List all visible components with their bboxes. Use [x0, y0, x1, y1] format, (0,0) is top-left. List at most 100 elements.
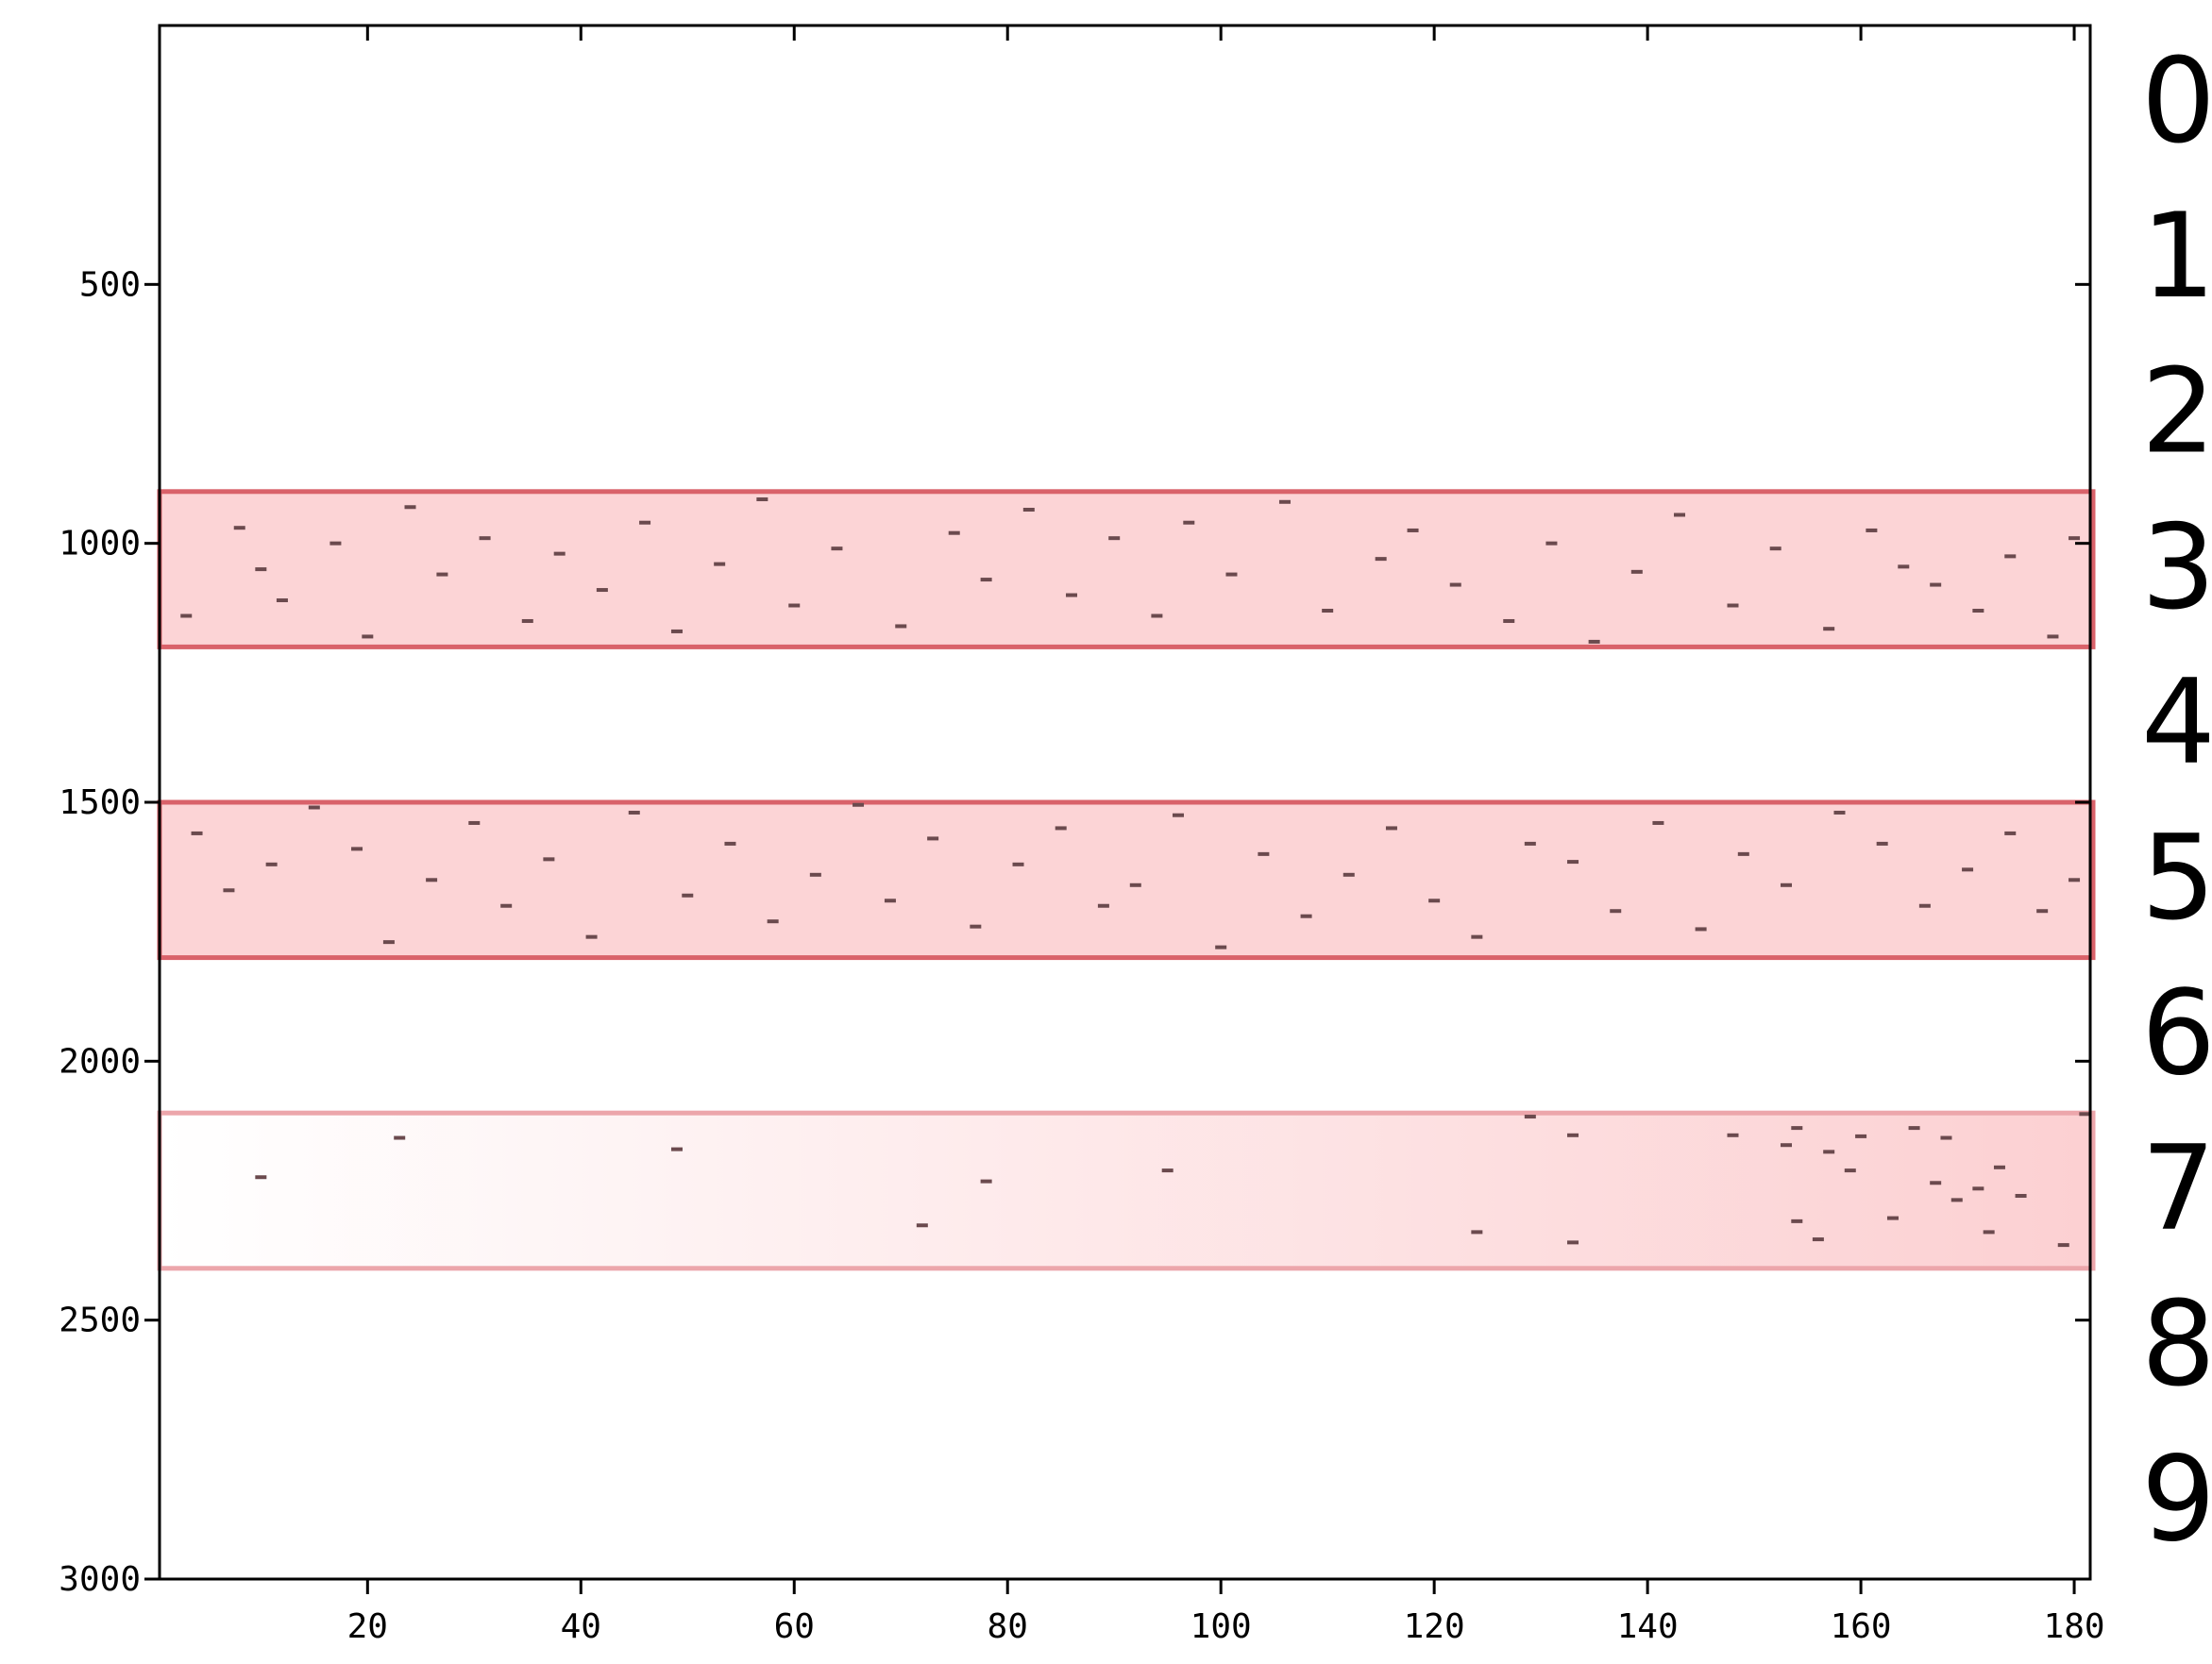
spike: [1769, 546, 1781, 551]
highlight-band: [157, 1110, 2096, 1271]
y-tick-label: 3000: [59, 1560, 141, 1599]
spike: [639, 520, 651, 525]
spike: [404, 505, 416, 510]
spike: [970, 924, 982, 929]
spike: [1567, 1133, 1579, 1137]
spike: [521, 618, 533, 623]
spike: [1300, 914, 1312, 918]
spike: [1791, 1219, 1803, 1223]
row-label: 3: [2141, 499, 2212, 635]
spike: [1855, 1134, 1867, 1138]
spike: [1151, 613, 1163, 618]
spike: [1385, 826, 1397, 831]
spike: [831, 546, 843, 551]
spike: [1172, 813, 1184, 817]
spike: [1908, 1126, 1920, 1131]
spike: [500, 903, 513, 908]
spike: [980, 578, 992, 582]
spike: [255, 567, 267, 572]
x-tick-label: 180: [2044, 1607, 2105, 1646]
spike: [1950, 1198, 1963, 1202]
spike: [809, 872, 821, 877]
spike: [1342, 872, 1355, 877]
spike: [1428, 899, 1441, 903]
spike: [426, 878, 438, 882]
spike: [585, 934, 598, 939]
spike: [362, 634, 374, 639]
row-label: 1: [2141, 189, 2212, 325]
x-tick-label: 60: [774, 1607, 815, 1646]
spike: [265, 862, 278, 866]
spike: [1930, 582, 1942, 587]
row-label: 6: [2141, 966, 2212, 1101]
spike: [1610, 909, 1622, 914]
spike: [180, 613, 193, 618]
spike: [1471, 934, 1483, 939]
spike: [1791, 1126, 1803, 1131]
spike: [1983, 1230, 1995, 1235]
x-tick-label: 20: [347, 1607, 388, 1646]
spike: [670, 629, 683, 633]
spike: [436, 572, 448, 577]
spike: [223, 888, 235, 893]
spike: [1322, 608, 1334, 613]
spike: [628, 810, 640, 815]
spike: [1780, 882, 1792, 887]
spike: [670, 1147, 683, 1151]
spike: [479, 536, 491, 541]
spike: [1588, 639, 1600, 644]
row-label: 4: [2141, 655, 2212, 791]
spike: [927, 836, 939, 841]
spike: [2079, 1112, 2091, 1117]
spike: [980, 1179, 992, 1184]
spike: [1695, 927, 1707, 932]
spike: [756, 497, 768, 502]
spike: [1449, 582, 1461, 587]
x-tick-label: 120: [1404, 1607, 1465, 1646]
spike: [1866, 528, 1878, 532]
spike: [233, 526, 245, 530]
spike: [1727, 1133, 1739, 1137]
spike: [788, 603, 801, 608]
spike: [853, 802, 865, 807]
spike: [1972, 608, 1984, 613]
spike: [1108, 536, 1121, 541]
spike: [724, 841, 736, 846]
spike: [1375, 557, 1387, 562]
spike: [1503, 618, 1515, 623]
spike: [468, 820, 481, 825]
spike: [1066, 593, 1078, 597]
row-label: 8: [2141, 1276, 2212, 1412]
row-label: 2: [2141, 345, 2212, 480]
y-tick-label: 1500: [59, 783, 141, 822]
spike: [1022, 508, 1035, 513]
spike: [394, 1135, 406, 1140]
spike: [1780, 1143, 1792, 1148]
spike: [1823, 627, 1835, 631]
spike: [884, 899, 896, 903]
spike: [276, 598, 288, 603]
spike: [1812, 1237, 1824, 1242]
spike: [2004, 554, 2017, 559]
x-tick-label: 80: [988, 1607, 1028, 1646]
x-tick-label: 40: [561, 1607, 601, 1646]
spike: [1012, 862, 1024, 866]
x-tick-label: 140: [1617, 1607, 1679, 1646]
spike: [1567, 860, 1579, 865]
spike: [1823, 1150, 1835, 1154]
spike: [1161, 1168, 1174, 1173]
spike: [2036, 909, 2049, 914]
y-tick-label: 1000: [59, 525, 141, 563]
spike: [714, 562, 726, 566]
highlight-band: [157, 799, 2096, 961]
spike: [1129, 882, 1141, 887]
spike: [1727, 603, 1739, 608]
spike: [1886, 1216, 1899, 1220]
spike: [1630, 569, 1643, 574]
spike: [1962, 867, 1974, 872]
y-tick-label: 2500: [59, 1302, 141, 1340]
spike: [895, 624, 907, 629]
x-tick-label: 100: [1190, 1607, 1252, 1646]
spike: [1097, 903, 1109, 908]
